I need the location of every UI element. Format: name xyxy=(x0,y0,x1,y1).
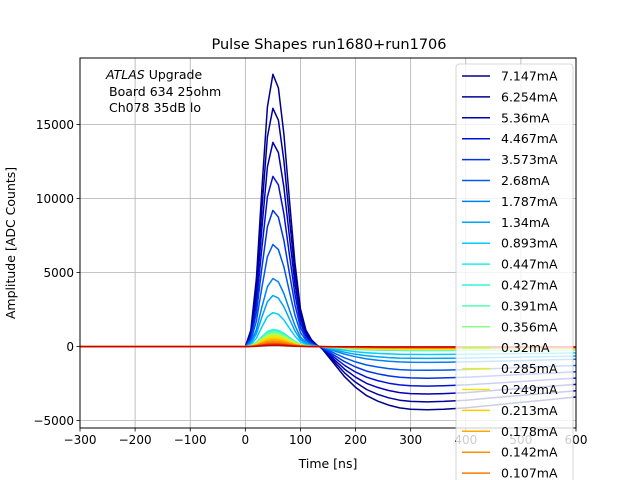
legend-label: 0.213mA xyxy=(501,403,558,418)
legend-label: 0.107mA xyxy=(501,466,558,480)
legend-label: 0.356mA xyxy=(501,319,558,334)
x-axis-label: Time [ns] xyxy=(298,456,358,471)
legend-label: 0.391mA xyxy=(501,298,558,313)
chart-title: Pulse Shapes run1680+run1706 xyxy=(212,37,447,53)
legend: 7.147mA 6.254mA 5.36mA 4.467mA 3.573mA 2.68mA… xyxy=(455,63,574,480)
x-tick-label: −100 xyxy=(174,433,207,447)
legend-label: 0.249mA xyxy=(501,382,558,397)
annotation-text: ATLAS Upgrade Board 634 25ohm Ch078 35dB… xyxy=(105,67,221,115)
x-tick-label: 300 xyxy=(399,433,422,447)
series-line xyxy=(80,344,576,348)
annotation-line-1: ATLAS Upgrade xyxy=(105,67,202,82)
y-tick-label: 15000 xyxy=(36,118,74,132)
legend-label: 0.32mA xyxy=(501,340,550,355)
legend-box xyxy=(455,63,574,480)
legend-label: 0.447mA xyxy=(501,257,558,272)
legend-label: 6.254mA xyxy=(501,89,558,104)
series-lines xyxy=(80,73,577,411)
y-tick-label: −5000 xyxy=(33,414,74,428)
y-axis-label: Amplitude [ADC Counts] xyxy=(3,167,18,319)
annotation-upgrade: Upgrade xyxy=(145,67,203,82)
legend-label: 3.573mA xyxy=(501,152,558,167)
legend-label: 4.467mA xyxy=(501,131,558,146)
legend-label: 0.427mA xyxy=(501,278,558,293)
legend-label: 7.147mA xyxy=(501,69,558,84)
x-tick-label: 0 xyxy=(242,433,250,447)
x-tick-label: 200 xyxy=(344,433,367,447)
legend-label: 0.178mA xyxy=(501,424,558,439)
annotation-line-3: Ch078 35dB lo xyxy=(109,100,201,115)
legend-label: 0.142mA xyxy=(501,445,558,460)
legend-label: 5.36mA xyxy=(501,110,550,125)
y-tick-label: 5000 xyxy=(43,266,74,280)
legend-label: 0.893mA xyxy=(501,236,558,251)
x-tick-label: 100 xyxy=(289,433,312,447)
x-tick-label: −300 xyxy=(64,433,97,447)
annotation-atlas: ATLAS xyxy=(105,67,145,82)
legend-label: 0.285mA xyxy=(501,361,558,376)
x-tick-label: −200 xyxy=(119,433,152,447)
legend-label: 1.34mA xyxy=(501,215,550,230)
y-tick-label: 0 xyxy=(66,340,74,354)
plot-frame xyxy=(79,57,577,429)
annotation-line-2: Board 634 25ohm xyxy=(109,84,221,99)
y-tick-label: 10000 xyxy=(36,192,74,206)
legend-label: 2.68mA xyxy=(501,173,550,188)
legend-label: 1.787mA xyxy=(501,194,558,209)
